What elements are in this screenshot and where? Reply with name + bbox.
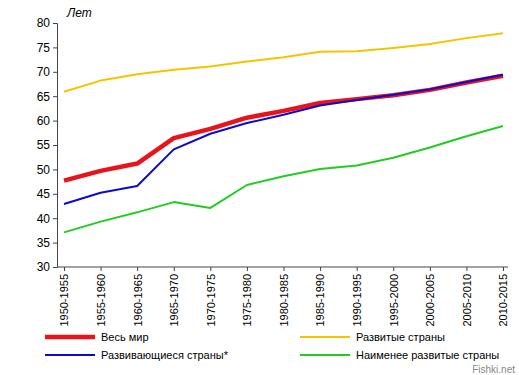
x-tick: 2010-2015 <box>497 267 509 327</box>
y-tick-mark <box>53 194 57 195</box>
legend-item: Развивающиеся страны* <box>45 349 229 361</box>
x-tick-mark <box>247 267 248 271</box>
x-tick: 2005-2010 <box>461 267 473 327</box>
x-tick-mark <box>466 267 467 271</box>
y-tick: 60 <box>37 114 57 128</box>
x-tick-label: 1995-2000 <box>388 274 400 327</box>
y-tick-label: 80 <box>37 16 51 30</box>
x-tick-label: 1970-1975 <box>205 274 217 327</box>
y-tick: 55 <box>37 138 57 152</box>
legend-swatch <box>300 336 350 338</box>
x-tick: 1985-1990 <box>314 267 326 327</box>
series-line <box>64 75 503 204</box>
legend-label: Наименее развитые страны <box>356 349 499 361</box>
legend-item: Весь мир <box>45 331 149 343</box>
x-tick-mark <box>101 267 102 271</box>
y-tick: 75 <box>37 41 57 55</box>
legend-swatch <box>45 354 95 356</box>
x-tick: 2000-2005 <box>424 267 436 327</box>
x-axis-line <box>57 267 508 268</box>
x-tick-label: 1965-1970 <box>168 274 180 327</box>
x-tick-mark <box>503 267 504 271</box>
y-tick-label: 55 <box>37 138 51 152</box>
y-tick-label: 40 <box>37 212 51 226</box>
x-tick: 1970-1975 <box>205 267 217 327</box>
legend-item: Развитые страны <box>300 331 445 343</box>
y-tick-label: 70 <box>37 65 51 79</box>
y-tick-label: 50 <box>37 163 51 177</box>
x-tick-mark <box>210 267 211 271</box>
y-tick: 80 <box>37 16 57 30</box>
series-line <box>64 126 503 232</box>
x-axis: 1950-1955 1955-1960 1960-1965 1965-1970 1970… <box>57 267 509 327</box>
y-tick-mark <box>53 218 57 219</box>
x-tick-label: 1980-1985 <box>278 274 290 327</box>
x-tick-label: 2000-2005 <box>424 274 436 327</box>
y-tick-mark <box>53 243 57 244</box>
y-tick: 50 <box>37 163 57 177</box>
x-tick-mark <box>357 267 358 271</box>
annotation: Fishki.net <box>472 364 515 375</box>
x-tick-label: 2005-2010 <box>461 274 473 327</box>
y-tick: 30 <box>37 260 57 274</box>
chart: 30 35 40 45 50 55 60 65 70 75 80 1950-1955 1955-1960… <box>0 0 519 375</box>
x-tick-label: 1975-1980 <box>241 274 253 327</box>
y-axis-title: Лет <box>66 6 92 20</box>
x-tick-label: 1990-1995 <box>351 274 363 327</box>
legend: Весь мир Развитые страны Развивающиеся стр… <box>45 331 499 361</box>
y-tick-mark <box>53 267 57 268</box>
y-tick-label: 75 <box>37 41 51 55</box>
y-tick: 45 <box>37 187 57 201</box>
legend-swatch <box>45 335 95 340</box>
y-tick-label: 35 <box>37 236 51 250</box>
y-tick-mark <box>53 121 57 122</box>
lines <box>64 33 503 232</box>
y-tick: 65 <box>37 90 57 104</box>
y-tick-mark <box>53 72 57 73</box>
legend-label: Развивающиеся страны* <box>101 349 229 361</box>
y-tick-label: 45 <box>37 187 51 201</box>
x-tick-label: 1985-1990 <box>314 274 326 327</box>
x-tick: 1955-1960 <box>95 267 107 327</box>
legend-label: Весь мир <box>101 331 149 343</box>
y-tick-mark <box>53 169 57 170</box>
y-tick: 70 <box>37 65 57 79</box>
x-tick: 1980-1985 <box>278 267 290 327</box>
x-tick: 1995-2000 <box>388 267 400 327</box>
y-tick-label: 60 <box>37 114 51 128</box>
x-tick-mark <box>393 267 394 271</box>
y-tick-mark <box>53 145 57 146</box>
x-tick: 1950-1955 <box>58 267 70 327</box>
y-tick-label: 65 <box>37 90 51 104</box>
legend-label: Развитые страны <box>356 331 445 343</box>
y-tick-mark <box>53 47 57 48</box>
x-tick-label: 1960-1965 <box>132 274 144 327</box>
x-tick-mark <box>64 267 65 271</box>
y-tick-mark <box>53 23 57 24</box>
y-tick: 40 <box>37 212 57 226</box>
x-tick-label: 2010-2015 <box>497 274 509 327</box>
y-tick-label: 30 <box>37 260 51 274</box>
x-tick-mark <box>430 267 431 271</box>
y-axis: 30 35 40 45 50 55 60 65 70 75 80 <box>37 16 58 274</box>
x-tick-label: 1950-1955 <box>58 274 70 327</box>
y-axis-line <box>53 24 58 268</box>
legend-item: Наименее развитые страны <box>300 349 499 361</box>
series-line <box>64 76 503 181</box>
x-tick-mark <box>284 267 285 271</box>
x-tick-mark <box>174 267 175 271</box>
x-tick: 1965-1970 <box>168 267 180 327</box>
x-tick-label: 1955-1960 <box>95 274 107 327</box>
x-tick-mark <box>320 267 321 271</box>
x-tick: 1960-1965 <box>132 267 144 327</box>
y-tick: 35 <box>37 236 57 250</box>
x-tick: 1975-1980 <box>241 267 253 327</box>
x-tick-mark <box>137 267 138 271</box>
y-tick-mark <box>53 96 57 97</box>
legend-swatch <box>300 354 350 356</box>
series-line <box>64 33 503 92</box>
x-tick: 1990-1995 <box>351 267 363 327</box>
